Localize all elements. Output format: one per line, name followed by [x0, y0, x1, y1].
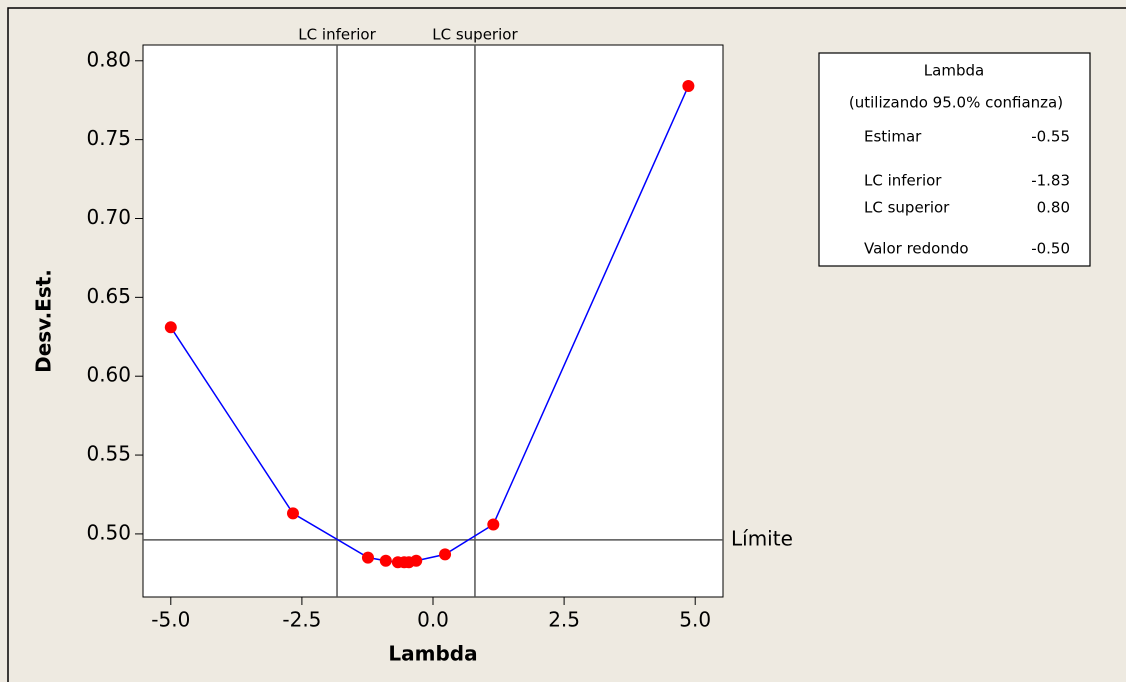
point: [682, 80, 695, 93]
info-row-value: -0.55: [1031, 128, 1070, 146]
info-row-label: LC inferior: [864, 172, 942, 190]
x-tick-label: -2.5: [282, 608, 321, 632]
x-tick-label: 0.0: [417, 608, 449, 632]
x-tick-label: 2.5: [548, 608, 580, 632]
info-row-value: -1.83: [1031, 172, 1070, 190]
point: [286, 507, 299, 520]
info-box: [818, 52, 1091, 267]
y-tick-label: 0.60: [86, 363, 131, 387]
ci-label: LC superior: [432, 26, 518, 44]
info-row-label: Valor redondo: [864, 240, 969, 258]
info-row-value: -0.50: [1031, 240, 1070, 258]
plot-area: [142, 44, 724, 598]
point: [379, 554, 392, 567]
y-tick-label: 0.65: [86, 284, 131, 308]
y-axis-title: Desv.Est.: [32, 269, 56, 373]
point: [439, 548, 452, 561]
x-tick-label: -5.0: [151, 608, 190, 632]
y-tick-label: 0.80: [86, 47, 131, 71]
x-axis-title: Lambda: [388, 642, 477, 666]
info-title: Lambda: [924, 62, 984, 80]
y-tick-label: 0.50: [86, 520, 131, 544]
info-subtitle: (utilizando 95.0% confianza): [849, 94, 1063, 112]
limit-label: Límite: [731, 526, 793, 550]
y-tick-label: 0.75: [86, 126, 131, 150]
y-tick-label: 0.70: [86, 205, 131, 229]
point: [410, 554, 423, 567]
info-row-label: LC superior: [864, 199, 950, 217]
point: [487, 518, 500, 531]
x-tick-label: 5.0: [679, 608, 711, 632]
ci-label: LC inferior: [298, 26, 376, 44]
info-row-label: Estimar: [864, 128, 922, 146]
point: [361, 551, 374, 564]
y-tick-label: 0.55: [86, 442, 131, 466]
info-row-value: 0.80: [1037, 199, 1070, 217]
point: [164, 321, 177, 334]
